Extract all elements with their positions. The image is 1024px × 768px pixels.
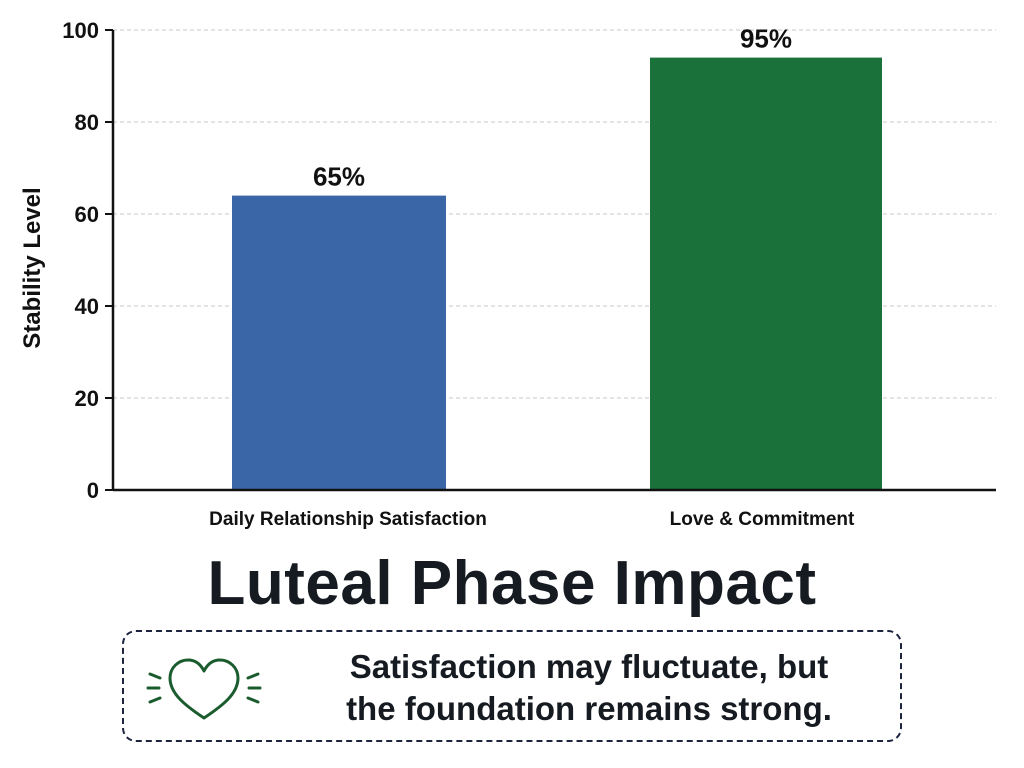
data-labels: 65% 95% [313, 24, 792, 192]
y-axis-ticks: 0 20 40 60 80 100 [62, 18, 113, 503]
bar-1 [232, 195, 446, 490]
data-label-2: 95% [740, 24, 792, 54]
bar-2 [650, 57, 882, 490]
data-label-1: 65% [313, 162, 365, 192]
x-axis-categories: Daily Relationship Satisfaction Love & Co… [209, 509, 855, 530]
note-box: Satisfaction may fluctuate, but the foun… [122, 630, 902, 742]
bars [232, 57, 882, 490]
y-tick-label: 60 [75, 202, 99, 227]
heart-icon [146, 658, 262, 720]
note-line-1: Satisfaction may fluctuate, but [349, 648, 829, 685]
note-text: Satisfaction may fluctuate, but the foun… [294, 646, 884, 730]
y-tick-label: 20 [75, 386, 99, 411]
y-tick-label: 40 [75, 294, 99, 319]
note-line-2: the foundation remains strong. [346, 690, 832, 727]
bar-chart: 0 20 40 60 80 100 65% 95% Daily Relationship S… [19, 18, 996, 530]
x-category-label-1: Daily Relationship Satisfaction [209, 509, 487, 530]
y-tick-label: 80 [75, 110, 99, 135]
x-category-label-2: Love & Commitment [670, 509, 855, 530]
y-axis-title: Stability Level [19, 187, 46, 348]
y-tick-label: 0 [87, 478, 99, 503]
y-tick-label: 100 [62, 18, 99, 43]
chart-title: Luteal Phase Impact [207, 549, 817, 618]
